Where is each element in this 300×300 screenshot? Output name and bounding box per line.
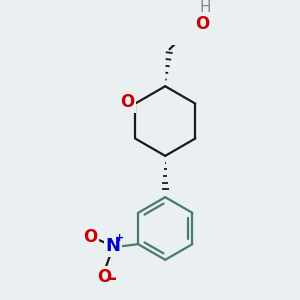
Text: O: O [83,228,98,246]
Text: O: O [97,268,111,286]
Text: -: - [109,269,117,289]
Text: N: N [105,237,120,255]
Text: +: + [115,233,124,244]
Text: O: O [195,15,209,33]
Text: O: O [121,93,135,111]
Text: H: H [200,0,212,15]
